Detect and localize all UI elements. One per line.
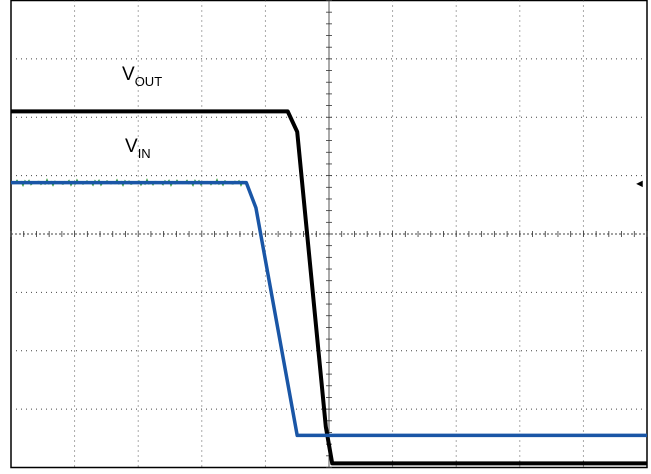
series-line-vin	[11, 180, 647, 438]
grid	[10, 0, 648, 468]
traces	[10, 109, 647, 466]
series-label-vin: VIN	[125, 136, 151, 161]
trigger-level-marker: ◄	[634, 178, 645, 190]
series-label-vout: VOUT	[122, 64, 162, 89]
series-line-vout	[11, 109, 647, 466]
